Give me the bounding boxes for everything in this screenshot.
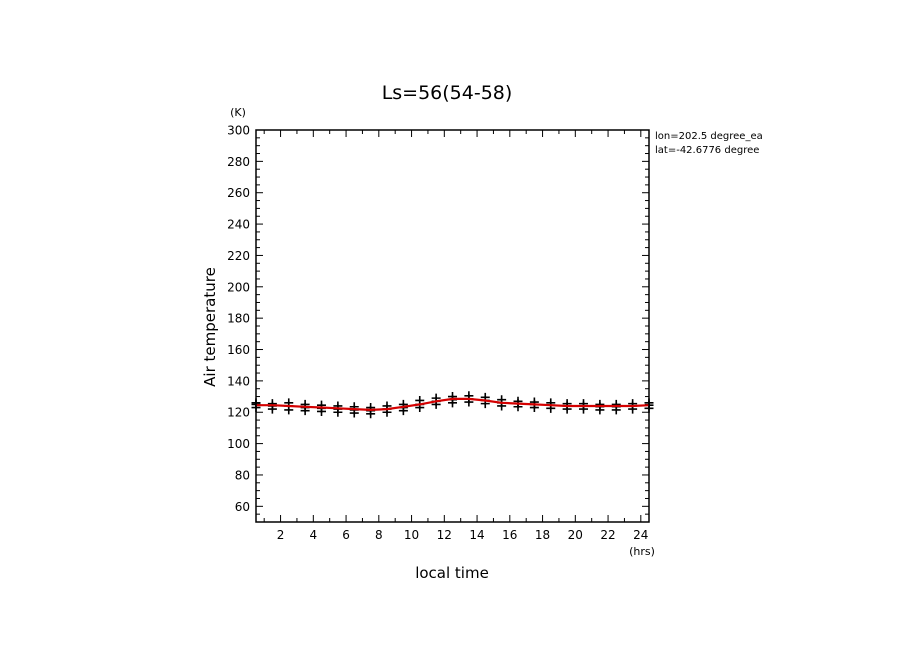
x-axis-label: local time (415, 564, 489, 582)
x-tick-label: 8 (375, 528, 383, 542)
y-tick-label: 160 (227, 343, 250, 357)
annotation-lat: lat=-42.6776 degree (655, 145, 759, 156)
y-tick-label: 80 (235, 468, 250, 482)
plot-frame (255, 129, 650, 523)
y-tick-label: 220 (227, 249, 250, 263)
y-axis-label: Air temperature (201, 267, 219, 387)
y-tick-label: 100 (227, 437, 250, 451)
y-tick-label: 240 (227, 218, 250, 232)
y-tick-label: 300 (227, 124, 250, 138)
x-tick-label: 24 (633, 528, 648, 542)
x-tick-label: 18 (535, 528, 550, 542)
y-tick-label: 180 (227, 312, 250, 326)
x-tick-label: 16 (502, 528, 517, 542)
x-tick-label: 2 (277, 528, 285, 542)
annotation-lon: lon=202.5 degree_ea (655, 131, 763, 142)
x-tick-label: 12 (437, 528, 452, 542)
data-point-marker (595, 399, 605, 409)
data-point-marker (267, 399, 277, 409)
y-tick-label: 260 (227, 186, 250, 200)
x-tick-label: 4 (309, 528, 317, 542)
x-tick-label: 10 (404, 528, 419, 542)
x-tick-label: 22 (600, 528, 615, 542)
y-tick-label: 60 (235, 500, 250, 514)
x-tick-label: 20 (568, 528, 583, 542)
series-layer (256, 397, 650, 411)
y-tick-label: 140 (227, 374, 250, 388)
y-unit-label: (K) (230, 106, 246, 119)
chart-title: Ls=56(54-58) (382, 82, 513, 104)
x-tick-label: 6 (342, 528, 350, 542)
y-tick-label: 200 (227, 280, 250, 294)
data-point-marker (611, 399, 621, 409)
x-tick-label: 14 (469, 528, 484, 542)
x-unit-label: (hrs) (629, 545, 655, 558)
y-tick-label: 120 (227, 406, 250, 420)
y-tick-label: 280 (227, 155, 250, 169)
data-markers (251, 391, 654, 419)
series-line (256, 397, 650, 411)
